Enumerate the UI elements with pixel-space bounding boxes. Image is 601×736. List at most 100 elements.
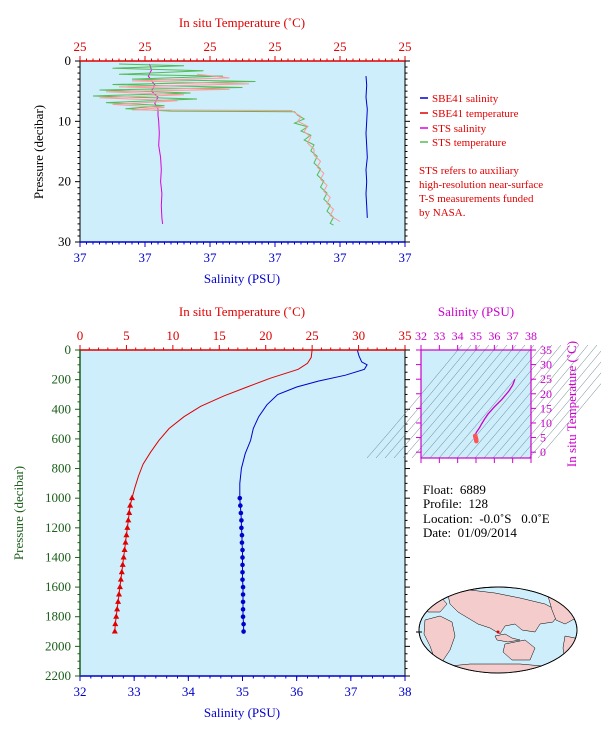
temperature-sample-marker — [113, 613, 120, 619]
density-contour — [384, 344, 481, 459]
ts-temp-tick-label: 20 — [540, 387, 552, 401]
density-contour — [393, 344, 490, 459]
top-sal-tick-label: 37 — [74, 250, 88, 265]
top-temp-tick-label: 25 — [139, 39, 152, 54]
salinity-sample-marker — [239, 525, 244, 531]
ts-sal-tick-label: 34 — [452, 329, 464, 343]
temp-tick-label: 30 — [352, 328, 365, 343]
full-profile-panel: 0 5 10 15 20 25 30 35 32 33 34 35 36 37 38 0 200 400 600 80… — [11, 304, 412, 720]
pressure-tick-label: 1200 — [45, 520, 71, 535]
profile-number: Profile: 128 — [423, 496, 488, 511]
top-sal-tick-label: 37 — [399, 250, 413, 265]
near-surface-series — [92, 63, 368, 226]
top-pressure-tick-label: 10 — [58, 113, 71, 128]
ts-sal-tick-label: 35 — [470, 329, 482, 343]
ts-curve — [474, 378, 516, 436]
temperature-sample-marker — [127, 502, 134, 508]
density-contour — [465, 344, 562, 459]
full-profile-tick-labels: 0 5 10 15 20 25 30 35 32 33 34 35 36 37 38 0 200 400 600 80… — [45, 328, 412, 699]
salinity-sample-marker — [240, 562, 245, 568]
temp-tick-label: 0 — [77, 328, 84, 343]
pressure-tick-label: 400 — [52, 401, 72, 416]
pressure-tick-label: 200 — [52, 372, 72, 387]
temperature-sample-marker — [126, 509, 133, 515]
t-s-ticks — [416, 345, 536, 463]
ts-temp-tick-label: 25 — [540, 372, 552, 386]
salinity-sample-marker — [239, 518, 244, 523]
top-temp-tick-label: 25 — [334, 39, 347, 54]
pressure-tick-label: 1600 — [45, 579, 71, 594]
legend-label-sbe41-temperature: SBE41 temperature — [432, 108, 519, 120]
density-contour — [366, 344, 463, 459]
near-surface-panel: 25 37 25 37 25 37 25 37 25 37 25 37 0 10 20 30 In situ … — [31, 15, 412, 286]
top-temp-tick-label: 25 — [269, 39, 282, 54]
temperature-sample-marker — [120, 553, 127, 560]
top-sal-tick-label: 37 — [204, 250, 218, 265]
density-contour — [519, 361, 601, 459]
sal-tick-label: 37 — [344, 684, 358, 699]
salinity-sample-marker — [240, 607, 246, 612]
temp-tick-label: 5 — [123, 328, 130, 343]
t-s-density-contours — [366, 344, 601, 459]
full-profile-series — [111, 349, 368, 634]
ts-sal-tick-label: 36 — [488, 329, 500, 343]
ts-sal-tick-label: 32 — [415, 329, 427, 343]
temperature-sample-marker — [112, 620, 119, 627]
pressure-tick-label: 2200 — [45, 668, 71, 683]
salinity-sample-marker — [238, 503, 243, 508]
date: Date: 01/09/2014 — [423, 525, 517, 540]
ts-sal-tick-label: 38 — [525, 329, 537, 343]
near-surface-plot-area — [80, 61, 405, 242]
pressure-tick-label: 1800 — [45, 609, 71, 624]
ts-temp-tick-label: 5 — [540, 431, 546, 445]
ts-temp-tick-label: 35 — [540, 343, 552, 357]
sal-tick-label: 38 — [399, 684, 412, 699]
temperature-sample-marker — [122, 539, 129, 545]
salinity-sample-marker — [240, 547, 245, 553]
temperature-sample-marker — [119, 561, 126, 567]
world-map-globe — [416, 586, 578, 674]
temperature-sample-marker — [116, 591, 122, 597]
density-contour — [528, 372, 601, 459]
ts-temp-tick-label: 10 — [540, 416, 552, 430]
top-temp-tick-label: 25 — [74, 39, 87, 54]
temperature-profile-line — [131, 349, 313, 499]
land-africa — [423, 615, 456, 663]
sts-note-line-2: high-resolution near-surface — [419, 179, 543, 191]
land-australia — [502, 639, 536, 661]
ts-deep-sample-marker — [474, 439, 479, 444]
temperature-sample-marker — [121, 546, 128, 553]
location: Location: -0.0˚S 0.0˚E — [423, 511, 550, 526]
top-sal-tick-label: 37 — [139, 250, 153, 265]
temperature-sample-marker — [118, 568, 125, 575]
series-sbe41-salinity — [365, 76, 368, 218]
sal-tick-label: 34 — [182, 684, 196, 699]
salinity-sample-marker — [241, 629, 246, 634]
t-s-right-axis-title: In situ Temperature (˚C) — [564, 341, 579, 467]
float-position-marker — [496, 630, 500, 634]
salinity-sample-marker — [240, 614, 246, 620]
temperature-sample-marker — [129, 494, 135, 501]
salinity-sample-marker — [240, 555, 245, 560]
salinity-profile-line — [239, 349, 368, 499]
near-surface-bottom-axis-title: Salinity (PSU) — [204, 271, 280, 286]
top-temp-tick-label: 25 — [204, 39, 217, 54]
sts-note-line-1: STS refers to auxiliary — [419, 165, 519, 177]
full-profile-left-axis-title: Pressure (decibar) — [11, 466, 26, 560]
land-south-america — [562, 635, 577, 667]
temp-tick-label: 35 — [399, 328, 412, 343]
legend-entry-sts-temperature: STS temperature — [420, 137, 506, 149]
sal-tick-label: 36 — [290, 684, 304, 699]
density-contour — [456, 344, 553, 459]
density-contour — [483, 344, 580, 459]
sal-tick-label: 33 — [128, 684, 141, 699]
temperature-sample-marker — [115, 598, 122, 604]
salinity-sample-marker — [240, 577, 245, 582]
density-contour — [492, 344, 589, 459]
legend: SBE41 salinity SBE41 temperature STS sal… — [419, 93, 543, 219]
top-sal-tick-label: 37 — [269, 250, 283, 265]
pressure-tick-label: 1000 — [45, 490, 71, 505]
legend-label-sbe41-salinity: SBE41 salinity — [432, 93, 499, 105]
legend-entry-sbe41-salinity: SBE41 salinity — [420, 93, 499, 105]
